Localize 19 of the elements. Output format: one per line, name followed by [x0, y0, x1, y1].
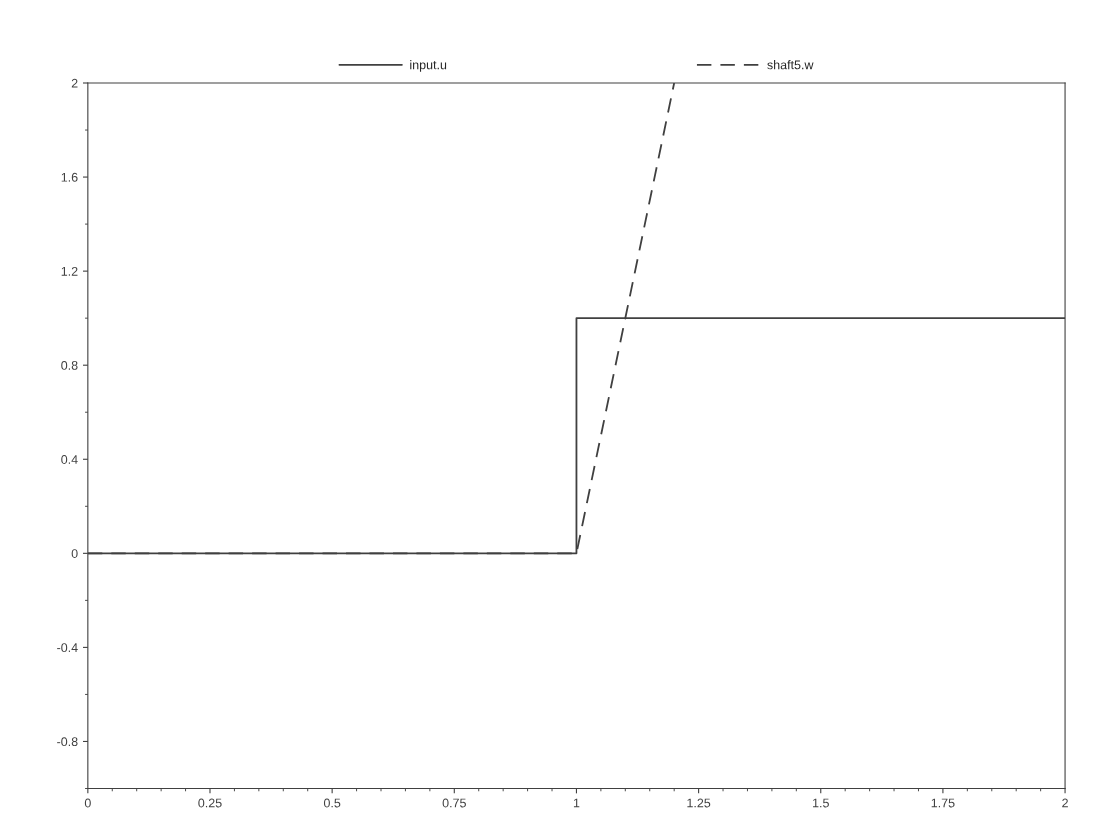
y-tick-label: 1.6	[61, 172, 78, 182]
x-tick-label: 0.25	[198, 798, 222, 808]
y-tick-label: -0.8	[57, 737, 78, 747]
x-tick-label: 1	[573, 798, 580, 808]
x-tick-label: 1.5	[813, 798, 829, 808]
y-tick-label: 0.8	[61, 361, 78, 370]
x-tick-label: 2	[1062, 798, 1068, 808]
y-tick-label: 0	[71, 549, 78, 558]
x-tick-label: 1.75	[931, 798, 955, 808]
y-tick-label: 1.2	[61, 266, 78, 276]
legend-label: shaft5.w	[767, 60, 814, 70]
x-tick-label: 0.75	[442, 798, 466, 808]
x-tick-label: 1.25	[687, 798, 711, 808]
x-tick-label: 0.5	[323, 798, 341, 808]
y-tick-label: 0.4	[61, 455, 78, 464]
y-tick-label: -0.4	[57, 643, 78, 653]
y-tick-label: 2	[71, 78, 78, 88]
legend-label: input.u	[410, 60, 447, 72]
x-tick-label: 0	[84, 798, 91, 808]
